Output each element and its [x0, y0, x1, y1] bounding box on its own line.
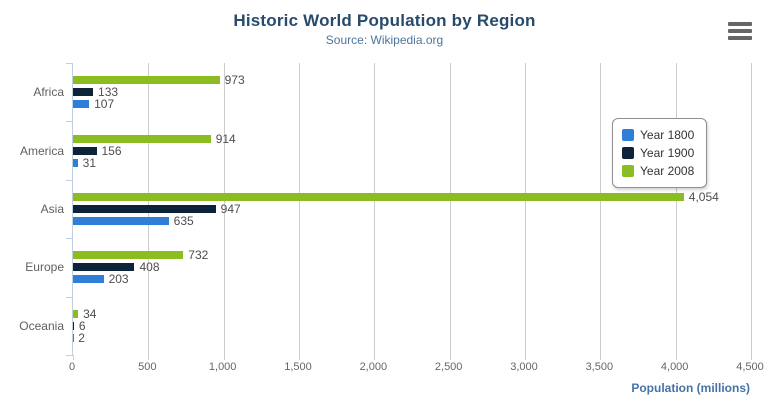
- hamburger-icon[interactable]: [728, 22, 752, 40]
- category-tick: [66, 121, 73, 122]
- bar-value-year-1800-europe: 203: [108, 272, 129, 286]
- gridline-2-500: [449, 63, 451, 355]
- bar-value-year-2008-africa: 973: [224, 73, 245, 87]
- bar-year-1900-asia[interactable]: [73, 205, 216, 213]
- bar-year-2008-oceania[interactable]: [73, 310, 79, 318]
- x-tick-mark-0: [73, 355, 74, 360]
- x-tick-label-4-500: 4,500: [736, 361, 764, 373]
- x-tick-label-500: 500: [138, 361, 157, 373]
- x-tick-mark-2-000: [374, 355, 376, 360]
- bar-year-1800-europe[interactable]: [73, 275, 104, 283]
- plot-area: 973 133 107 914 156 31 4,054 947 635 732 408 203 34 6…: [66, 63, 752, 360]
- legend-marker-year-1900: [622, 147, 634, 159]
- category-tick: [66, 180, 73, 181]
- x-tick-label-4-000: 4,000: [660, 361, 689, 373]
- x-tick-mark-3-000: [525, 355, 526, 360]
- bar-year-1800-america[interactable]: [73, 159, 78, 167]
- chart-title: Historic World Population by Region: [233, 11, 536, 30]
- category-label-africa: Africa: [33, 85, 64, 100]
- x-tick-label-1-500: 1,500: [284, 361, 312, 373]
- chart-subtitle: Source: Wikipedia.org: [325, 33, 444, 47]
- x-tick-mark-1-500: [299, 355, 300, 360]
- gridline-3-000: [525, 63, 526, 355]
- bar-year-1800-asia[interactable]: [73, 217, 169, 225]
- legend-label-year-1800: Year 1800: [640, 128, 695, 142]
- bar-value-year-1800-africa: 107: [94, 97, 115, 111]
- bar-value-year-2008-asia: 4,054: [688, 190, 719, 204]
- gridline-1-500: [299, 63, 300, 355]
- bar-year-1800-oceania[interactable]: [73, 334, 74, 342]
- bar-value-year-1900-asia: 947: [220, 202, 241, 216]
- gridline-1-000: [223, 63, 225, 355]
- gridline-4-000: [675, 63, 677, 355]
- bar-year-1900-america[interactable]: [73, 147, 97, 155]
- bar-year-1900-africa[interactable]: [73, 88, 94, 96]
- bar-year-1800-africa[interactable]: [73, 100, 90, 108]
- bar-year-2008-america[interactable]: [73, 135, 211, 143]
- category-tick: [66, 238, 73, 239]
- gridline-2-000: [374, 63, 376, 355]
- category-tick: [66, 63, 73, 64]
- bar-year-1900-europe[interactable]: [73, 263, 135, 271]
- category-label-oceania: Oceania: [19, 318, 64, 333]
- bar-year-1900-oceania[interactable]: [73, 322, 74, 330]
- x-tick-label-0: 0: [68, 361, 76, 373]
- x-tick-label-2-500: 2,500: [434, 361, 463, 373]
- x-tick-mark-1-000: [223, 355, 225, 360]
- bar-year-2008-asia[interactable]: [73, 193, 684, 201]
- legend: Year 1800 Year 1900 Year 2008: [612, 118, 708, 188]
- legend-label-year-1900: Year 1900: [640, 146, 695, 160]
- bar-year-2008-africa[interactable]: [73, 76, 220, 84]
- hamburger-bar: [728, 29, 752, 33]
- bar-value-year-2008-oceania: 34: [83, 307, 97, 321]
- bar-year-2008-europe[interactable]: [73, 251, 184, 259]
- legend-marker-year-2008: [622, 165, 634, 177]
- legend-item-year-1800[interactable]: Year 1800: [622, 126, 694, 144]
- category-label-america: America: [19, 143, 64, 158]
- bar-value-year-1800-oceania: 2: [78, 331, 85, 345]
- gridline-4-500: [751, 63, 752, 355]
- bar-value-year-1800-asia: 635: [173, 214, 194, 228]
- gridline-3-500: [600, 63, 602, 355]
- category-axis-labels: Africa America Asia Europe Oceania: [0, 63, 64, 355]
- x-tick-mark-3-500: [600, 355, 602, 360]
- x-tick-mark-4-500: [751, 355, 752, 360]
- x-tick-label-2-000: 2,000: [359, 361, 388, 373]
- x-tick-mark-2-500: [449, 355, 451, 360]
- bar-value-year-2008-europe: 732: [188, 248, 209, 262]
- x-tick-label-1-000: 1,000: [208, 361, 237, 373]
- legend-marker-year-1800: [622, 129, 634, 141]
- value-axis-labels: 0 500 1,000 1,500 2,000 2,500 3,000 3,500 4,000 4…: [68, 361, 764, 375]
- bar-value-year-2008-america: 914: [215, 132, 236, 146]
- x-axis-title: Population (millions): [631, 381, 750, 395]
- x-tick-label-3-000: 3,000: [510, 361, 538, 373]
- legend-items: Year 1800 Year 1900 Year 2008: [622, 126, 694, 180]
- x-tick-mark-500: [148, 355, 150, 360]
- x-tick-label-3-500: 3,500: [585, 361, 614, 373]
- bar-value-year-1900-europe: 408: [139, 260, 160, 274]
- bar-value-year-1900-america: 156: [101, 144, 122, 158]
- legend-item-year-2008[interactable]: Year 2008: [622, 162, 694, 180]
- bar-value-year-1900-oceania: 6: [78, 319, 86, 333]
- bar-value-year-1800-america: 31: [82, 156, 97, 170]
- legend-item-year-1900[interactable]: Year 1900: [622, 144, 694, 162]
- category-label-asia: Asia: [40, 202, 64, 216]
- bar-value-year-1900-africa: 133: [98, 85, 119, 99]
- hamburger-bar: [728, 36, 752, 40]
- x-tick-mark-4-000: [675, 355, 677, 360]
- legend-label-year-2008: Year 2008: [640, 164, 695, 178]
- category-tick: [66, 355, 73, 356]
- category-tick: [66, 297, 73, 298]
- category-label-europe: Europe: [25, 260, 64, 275]
- hamburger-bar: [728, 22, 752, 26]
